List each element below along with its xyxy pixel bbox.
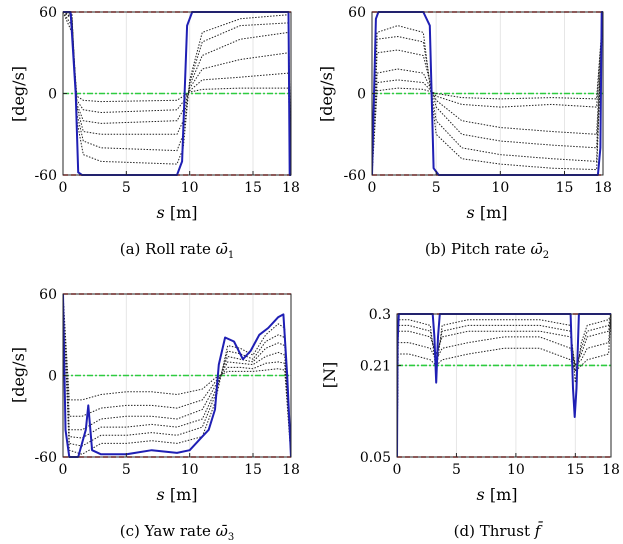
y-tick-label: 0.3 (369, 307, 391, 323)
iterate-line (397, 313, 611, 458)
x-tick-label: 10 (181, 462, 199, 478)
x-tick-label: 5 (122, 180, 131, 196)
y-tick-label: 0 (48, 87, 57, 103)
x-tick-label: 18 (602, 462, 620, 478)
y-tick-label: 60 (39, 5, 57, 21)
iterate-line (397, 313, 611, 458)
iterate-line (372, 11, 603, 176)
x-tick-label: 18 (282, 180, 300, 196)
x-tick-label: 18 (282, 462, 300, 478)
y-tick-label: 0 (357, 87, 366, 103)
x-tick-label: 15 (244, 180, 262, 196)
panel-thrust: 0 5 10 15 18 0.05 0.21 0.3 [N] s [m] (d) Thrust… (320, 307, 620, 540)
x-tick-label: 0 (393, 462, 402, 478)
y-tick-label: 0.05 (360, 450, 391, 466)
iterate-line (372, 11, 603, 176)
y-tick-label: -60 (343, 168, 366, 184)
x-tick-label: 10 (491, 180, 509, 196)
caption-thrust: (d) Thrust f̄ (454, 522, 543, 540)
xlabel-roll-rate: s [m] (157, 203, 198, 222)
x-tick-label: 15 (556, 180, 574, 196)
y-tick-label: -60 (34, 168, 57, 184)
plot-thrust: 0 5 10 15 18 0.05 0.21 0.3 (360, 307, 620, 478)
series-group (63, 293, 291, 458)
x-tick-label: 5 (122, 462, 131, 478)
y-tick-label: 0.21 (360, 358, 391, 374)
y-tick-label: 0 (48, 369, 57, 385)
y-tick-label: 60 (348, 5, 366, 21)
iterate-line (372, 11, 603, 176)
plot-frame (396, 313, 612, 458)
iterate-line (397, 313, 611, 458)
iterate-line (372, 11, 603, 176)
iterate-line (63, 293, 291, 458)
iterate-line (397, 313, 611, 458)
iterate-line (63, 293, 291, 458)
final-line (63, 293, 291, 458)
y-tick-label: 60 (39, 287, 57, 303)
iterate-line (63, 293, 291, 458)
x-tick-label: 5 (452, 462, 461, 478)
series-group (372, 11, 603, 176)
xlabel-pitch-rate: s [m] (467, 203, 508, 222)
caption-yaw-rate: (c) Yaw rate ω̄3 (120, 522, 235, 543)
x-tick-label: 0 (368, 180, 377, 196)
final-line (372, 11, 603, 176)
x-tick-label: 15 (566, 462, 584, 478)
x-tick-label: 5 (432, 180, 441, 196)
ylabel-pitch-rate: [deg/s] (317, 66, 336, 122)
x-tick-label: 10 (181, 180, 199, 196)
iterate-line (372, 11, 603, 176)
ylabel-thrust: [N] (320, 362, 339, 388)
caption-roll-rate: (a) Roll rate ω̄1 (120, 240, 235, 261)
x-tick-label: 0 (59, 180, 68, 196)
iterate-line (63, 11, 291, 176)
x-tick-label: 10 (507, 462, 525, 478)
x-tick-label: 15 (244, 462, 262, 478)
x-tick-label: 18 (594, 180, 612, 196)
ylabel-yaw-rate: [deg/s] (9, 347, 28, 403)
y-tick-label: -60 (34, 450, 57, 466)
xlabel-yaw-rate: s [m] (157, 485, 198, 504)
x-tick-label: 0 (59, 462, 68, 478)
caption-pitch-rate: (b) Pitch rate ω̄2 (425, 240, 549, 261)
iterate-line (63, 293, 291, 458)
iterate-line (397, 313, 611, 458)
ylabel-roll-rate: [deg/s] (9, 66, 28, 122)
xlabel-thrust: s [m] (477, 485, 518, 504)
